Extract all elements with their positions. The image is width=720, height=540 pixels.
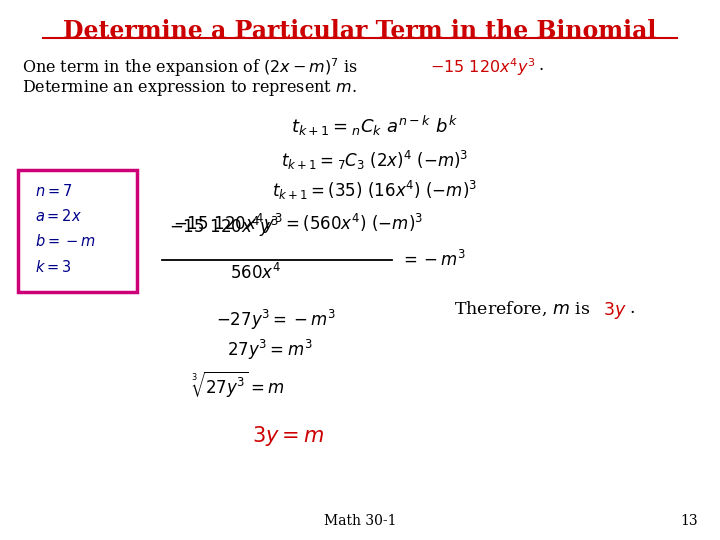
Text: Therefore, $m$ is: Therefore, $m$ is <box>454 300 590 318</box>
Text: $3y$: $3y$ <box>603 300 627 321</box>
Text: $t_{k+1} = (35)\ (16x^4)\ (-m)^3$: $t_{k+1} = (35)\ (16x^4)\ (-m)^3$ <box>271 179 477 202</box>
Text: $\sqrt[3]{27y^3} = m$: $\sqrt[3]{27y^3} = m$ <box>191 370 284 400</box>
Text: $b = -m$: $b = -m$ <box>35 233 95 249</box>
Text: $a = 2x$: $a = 2x$ <box>35 208 81 224</box>
Text: Determine an expression to represent $m$.: Determine an expression to represent $m$… <box>22 78 356 98</box>
Text: $t_{k+1} = {_n}C_k\ a^{n-k}\ b^k$: $t_{k+1} = {_n}C_k\ a^{n-k}\ b^k$ <box>291 113 458 138</box>
Text: $3y = m$: $3y = m$ <box>252 424 324 448</box>
Text: $-15\ 120x^4y^3$: $-15\ 120x^4y^3$ <box>430 57 536 78</box>
Text: $560x^4$: $560x^4$ <box>230 263 282 283</box>
FancyBboxPatch shape <box>18 170 137 292</box>
Text: $-27y^3 = -m^3$: $-27y^3 = -m^3$ <box>216 308 336 332</box>
Text: Math 30-1: Math 30-1 <box>324 514 396 528</box>
Text: $27y^3 = m^3$: $27y^3 = m^3$ <box>227 338 312 362</box>
Text: One term in the expansion of $(2x - m)^7$ is: One term in the expansion of $(2x - m)^7… <box>22 57 357 79</box>
Text: Determine a Particular Term in the Binomial: Determine a Particular Term in the Binom… <box>63 19 657 43</box>
Text: $n = 7$: $n = 7$ <box>35 183 72 199</box>
Text: $t_{k+1} = {_7}C_3\ (2x)^4\ (-m)^3$: $t_{k+1} = {_7}C_3\ (2x)^4\ (-m)^3$ <box>281 148 468 172</box>
Text: $-15\ 120x^4y^3$: $-15\ 120x^4y^3$ <box>169 214 279 239</box>
Text: $k = 3$: $k = 3$ <box>35 259 71 275</box>
Text: .: . <box>629 300 635 316</box>
Text: .: . <box>539 57 544 73</box>
Text: $= -m^3$: $= -m^3$ <box>400 250 466 271</box>
Text: 13: 13 <box>681 514 698 528</box>
Text: $-15\ 120x^4y^3 = (560x^4)\ (-m)^3$: $-15\ 120x^4y^3 = (560x^4)\ (-m)^3$ <box>173 212 423 236</box>
